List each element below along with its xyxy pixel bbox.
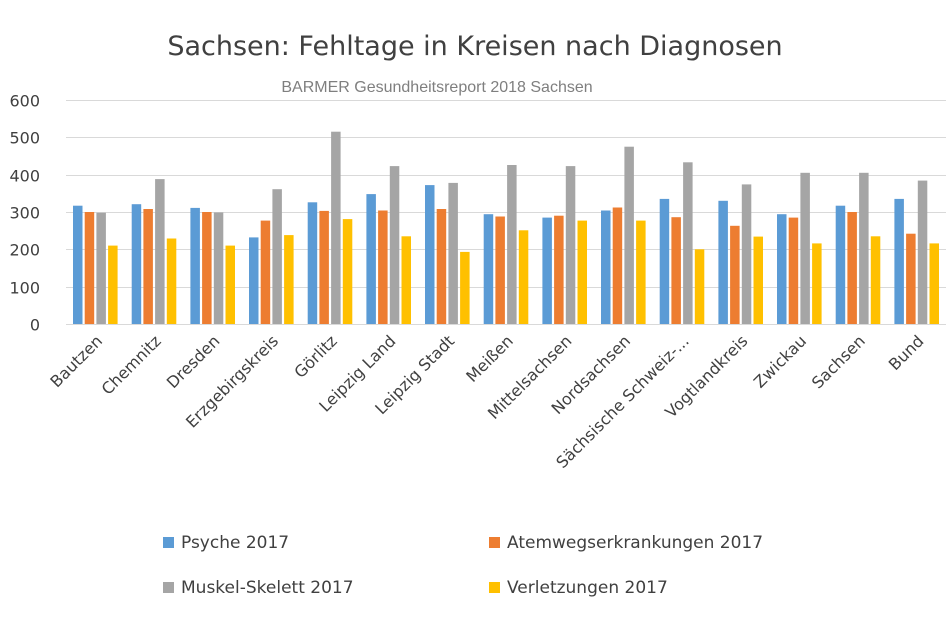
legend-label: Muskel-Skelett 2017 [181, 578, 354, 598]
bar [554, 215, 564, 324]
bar [389, 166, 400, 324]
x-tick-label: Görlitz [290, 331, 340, 381]
bar [190, 207, 200, 324]
y-tick-label: 200 [9, 241, 40, 260]
bar [753, 236, 763, 324]
x-tick-label: Meißen [462, 331, 517, 386]
bar [507, 165, 517, 324]
bar [108, 245, 118, 324]
bar [84, 212, 95, 324]
x-tick-label: Zwickau [750, 331, 810, 391]
legend-swatch [489, 537, 500, 548]
bar [495, 216, 505, 324]
x-tick-label: Sachsen [808, 331, 869, 392]
bar [272, 189, 282, 324]
bar [917, 180, 928, 324]
bar [73, 205, 83, 324]
bar [671, 217, 681, 324]
legend-label: Psyche 2017 [181, 533, 289, 553]
bar [542, 217, 552, 324]
legend-label: Atemwegserkrankungen 2017 [507, 533, 763, 553]
y-tick-label: 100 [9, 279, 40, 298]
bar [483, 214, 494, 324]
x-tick-label: Bautzen [46, 331, 106, 391]
bar [366, 194, 376, 324]
bar [155, 179, 165, 324]
bar [143, 209, 153, 324]
bar [694, 249, 705, 324]
bar [342, 219, 353, 324]
bar [213, 212, 224, 324]
bar [718, 200, 728, 324]
bar [835, 205, 846, 324]
bar [460, 251, 470, 324]
bar [166, 238, 177, 324]
bar [436, 209, 447, 324]
y-tick-label: 0 [30, 316, 40, 335]
bar [425, 185, 435, 324]
bar [636, 220, 646, 324]
x-tick-label: Chemnitz [98, 331, 165, 398]
bar [331, 131, 341, 324]
bar [612, 207, 623, 324]
bar [448, 182, 458, 324]
x-tick-label: Dresden [163, 331, 224, 392]
legend-swatch [163, 582, 174, 593]
bar [284, 235, 294, 324]
bars [73, 131, 939, 324]
bar [601, 210, 611, 324]
bar [812, 243, 822, 324]
legend: Psyche 2017 Atemwegserkrankungen 2017 Musk… [163, 533, 763, 598]
bar [577, 220, 587, 324]
bar [800, 172, 810, 324]
bar [225, 245, 235, 324]
y-tick-label: 500 [9, 129, 40, 148]
bar [96, 212, 106, 324]
y-tick-label: 400 [9, 167, 40, 186]
gridlines [66, 100, 946, 288]
bar [319, 210, 329, 324]
x-tick-label: Bund [885, 331, 928, 374]
y-tick-label: 600 [9, 92, 40, 111]
bar [777, 214, 787, 324]
bar [307, 202, 318, 324]
bar [249, 237, 259, 324]
y-axis-ticks: 0 100 200 300 400 500 600 [9, 92, 40, 335]
chart-title: Sachsen: Fehltage in Kreisen nach Diagno… [167, 31, 782, 62]
bar [659, 198, 670, 324]
bar [565, 166, 576, 324]
legend-swatch [489, 582, 500, 593]
bar [624, 146, 634, 324]
bar [788, 217, 799, 324]
bar [683, 162, 693, 324]
bar [518, 230, 529, 324]
y-tick-label: 300 [9, 204, 40, 223]
bar [894, 198, 904, 324]
chart-subtitle: BARMER Gesundheitsreport 2018 Sachsen [281, 79, 592, 96]
bar [847, 212, 857, 324]
bar [401, 236, 411, 324]
bar [859, 172, 869, 324]
legend-swatch [163, 537, 174, 548]
bar [260, 220, 271, 324]
bar [378, 210, 388, 324]
bar [202, 212, 212, 324]
bar [131, 204, 142, 324]
bar [929, 243, 939, 324]
bar [730, 225, 740, 324]
bar [906, 233, 916, 324]
bar [870, 236, 881, 324]
legend-label: Verletzungen 2017 [507, 578, 668, 598]
bar [741, 184, 752, 324]
